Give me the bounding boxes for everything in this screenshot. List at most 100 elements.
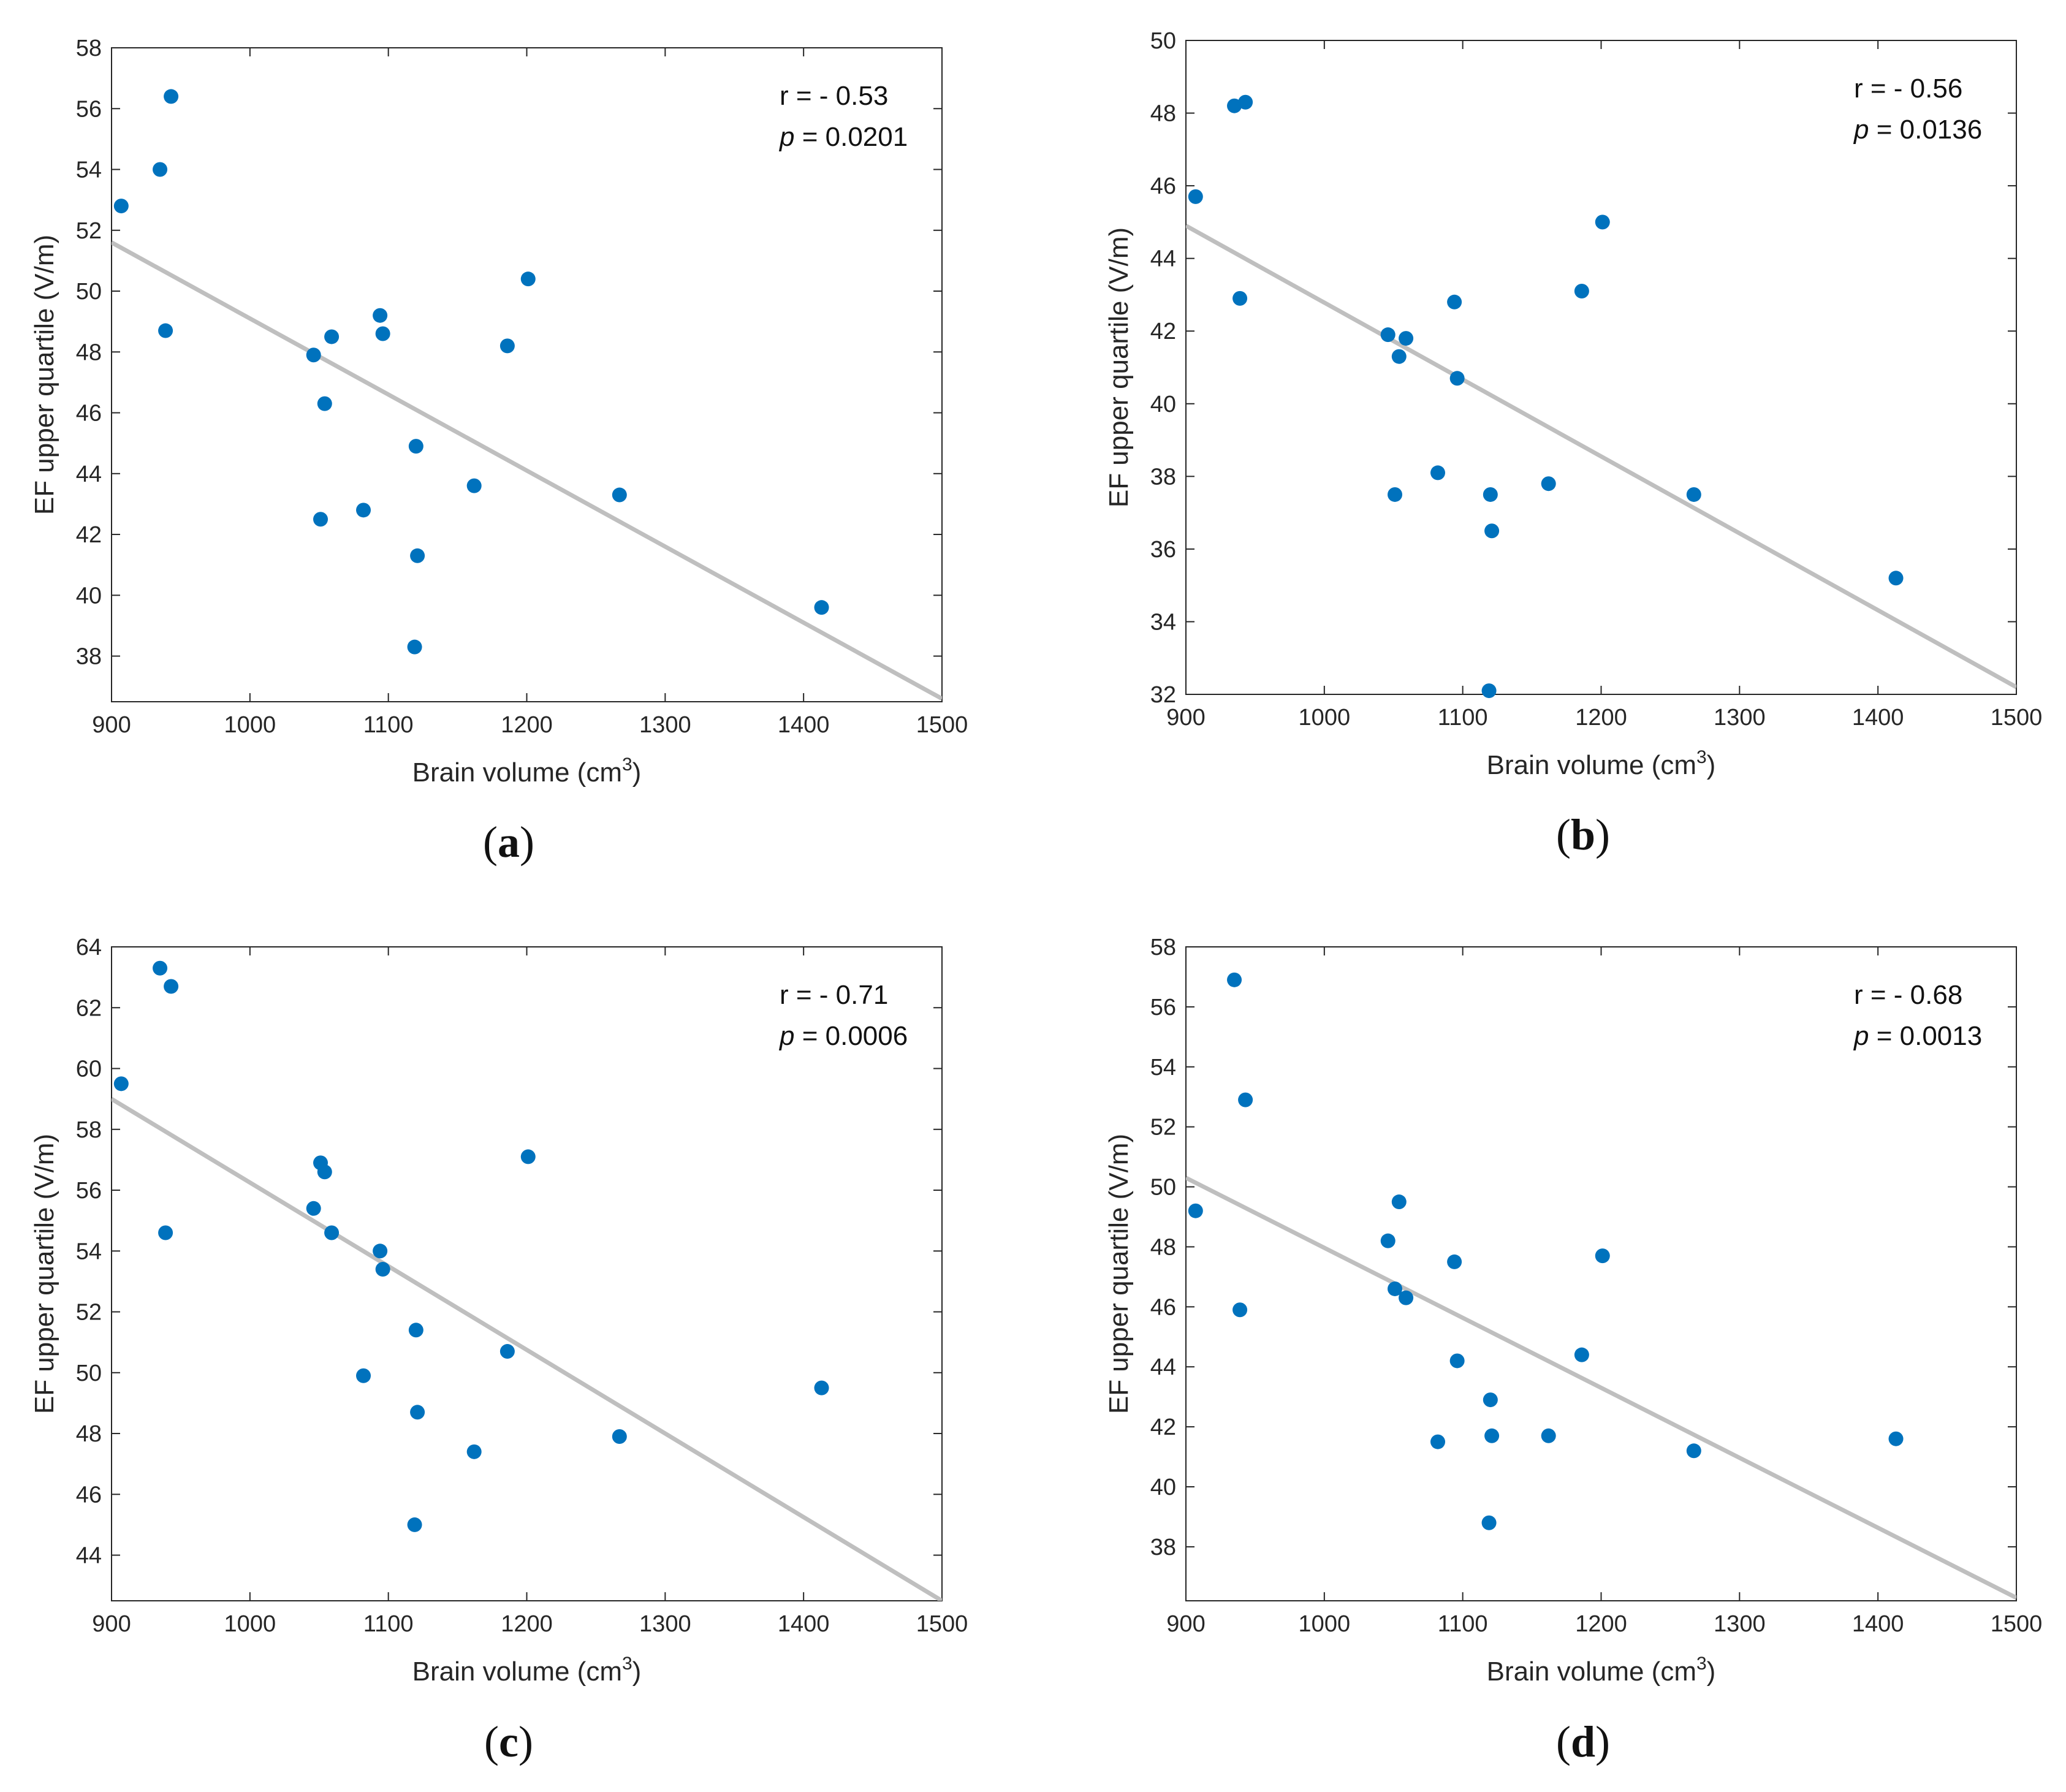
- p-value: p = 0.0201: [778, 122, 908, 152]
- data-point: [1447, 294, 1462, 309]
- data-point: [1399, 331, 1414, 346]
- x-tick-label: 1400: [1852, 705, 1904, 731]
- data-point: [373, 308, 388, 323]
- x-axis-label-text: Brain volume (cm: [412, 757, 622, 788]
- y-tick-label: 36: [1150, 537, 1176, 563]
- x-tick-label: 900: [92, 712, 131, 738]
- p-value-symbol: p: [1853, 1021, 1869, 1051]
- x-tick-label: 1000: [224, 712, 276, 738]
- data-point: [499, 338, 515, 354]
- regression-line: [1186, 224, 2016, 689]
- x-tick-label: 1100: [1438, 1611, 1488, 1637]
- p-value: p = 0.0013: [1853, 1021, 1982, 1051]
- p-value-number: = 0.0006: [794, 1021, 908, 1051]
- x-axis-label-text: Brain volume (cm: [1487, 750, 1696, 780]
- x-tick-label: 1100: [1438, 705, 1488, 731]
- data-point: [1430, 465, 1446, 480]
- correlation-r: r = - 0.53: [780, 81, 888, 111]
- panel-caption: (b): [1556, 810, 1610, 859]
- y-tick-label: 58: [76, 1117, 102, 1143]
- y-tick-label: 62: [76, 995, 102, 1021]
- data-point: [1188, 189, 1203, 204]
- x-axis-label-superscript: 3: [1696, 747, 1707, 767]
- y-tick-label: 52: [76, 1300, 102, 1326]
- y-tick-label: 34: [1150, 609, 1176, 635]
- x-tick-label: 1000: [1299, 1611, 1351, 1637]
- x-axis-label-text: Brain volume (cm: [412, 1657, 622, 1687]
- x-axis-label-superscript: 3: [1696, 1653, 1707, 1674]
- data-point: [410, 548, 425, 563]
- p-value-number: = 0.0201: [794, 122, 908, 152]
- data-point: [1481, 683, 1497, 699]
- x-tick-label: 1500: [1991, 705, 2043, 731]
- p-value: p = 0.0136: [1853, 115, 1982, 145]
- y-axis-label: EF upper quartile (V/m): [29, 1134, 59, 1414]
- x-tick-label: 1300: [639, 1611, 691, 1637]
- regression-line: [1186, 1175, 2016, 1600]
- data-point: [158, 323, 173, 338]
- x-tick-label: 1100: [363, 1611, 414, 1637]
- y-tick-label: 48: [1150, 101, 1176, 127]
- y-tick-label: 50: [76, 279, 102, 305]
- data-point: [1484, 523, 1500, 539]
- data-point: [1595, 215, 1610, 230]
- y-tick-label: 44: [76, 1543, 102, 1569]
- data-point: [313, 512, 329, 527]
- caption-letter: d: [1571, 1717, 1595, 1766]
- data-point: [1391, 1194, 1407, 1210]
- y-tick-label: 58: [76, 36, 102, 61]
- caption-close-paren: ): [1595, 810, 1610, 859]
- x-axis-label: Brain volume (cm3): [412, 1653, 642, 1687]
- y-tick-label: 56: [76, 96, 102, 122]
- data-point: [520, 271, 536, 287]
- y-tick-label: 32: [1150, 682, 1176, 708]
- data-point: [1238, 94, 1253, 110]
- y-tick-label: 54: [76, 158, 102, 183]
- x-tick-label: 1500: [916, 712, 968, 738]
- data-point: [612, 1429, 627, 1445]
- data-point: [1484, 1428, 1500, 1443]
- caption-close-paren: ): [1595, 1717, 1610, 1766]
- panel-caption: (c): [484, 1717, 533, 1766]
- y-tick-label: 48: [76, 1421, 102, 1447]
- data-point: [1686, 487, 1701, 502]
- y-tick-label: 50: [76, 1361, 102, 1386]
- y-tick-label: 40: [76, 583, 102, 609]
- p-value-number: = 0.0136: [1869, 115, 1982, 145]
- x-tick-label: 1100: [363, 712, 414, 738]
- caption-letter: c: [499, 1717, 518, 1766]
- data-point: [1541, 476, 1556, 492]
- x-axis-label-text: Brain volume (cm: [1487, 1657, 1696, 1687]
- data-point: [356, 1368, 371, 1383]
- data-point: [1449, 1353, 1465, 1369]
- y-tick-label: 44: [1150, 246, 1176, 272]
- x-axis-label-superscript: 3: [622, 1653, 632, 1674]
- data-point: [1388, 1281, 1403, 1296]
- data-point: [814, 1380, 829, 1395]
- y-tick-label: 46: [1150, 173, 1176, 199]
- data-point: [1888, 571, 1904, 586]
- data-point: [1391, 349, 1407, 364]
- y-tick-label: 52: [1150, 1115, 1176, 1141]
- data-point: [520, 1149, 536, 1164]
- data-point: [373, 1243, 388, 1259]
- y-tick-label: 46: [76, 401, 102, 427]
- y-axis-label: EF upper quartile (V/m): [1104, 227, 1134, 507]
- y-tick-label: 58: [1150, 935, 1176, 960]
- x-tick-label: 1500: [916, 1611, 968, 1637]
- y-tick-label: 46: [76, 1482, 102, 1508]
- data-point: [1399, 1290, 1414, 1305]
- data-point: [1232, 290, 1248, 306]
- data-point: [1595, 1248, 1610, 1264]
- x-axis-label-superscript: 3: [622, 754, 632, 775]
- data-point: [1188, 1203, 1203, 1218]
- panel-caption: (a): [483, 818, 534, 867]
- data-point: [499, 1344, 515, 1359]
- data-point: [1238, 1092, 1253, 1107]
- data-point: [153, 162, 168, 177]
- caption-close-paren: ): [520, 818, 534, 867]
- p-value-number: = 0.0013: [1869, 1021, 1982, 1051]
- y-axis-label: EF upper quartile (V/m): [29, 235, 59, 515]
